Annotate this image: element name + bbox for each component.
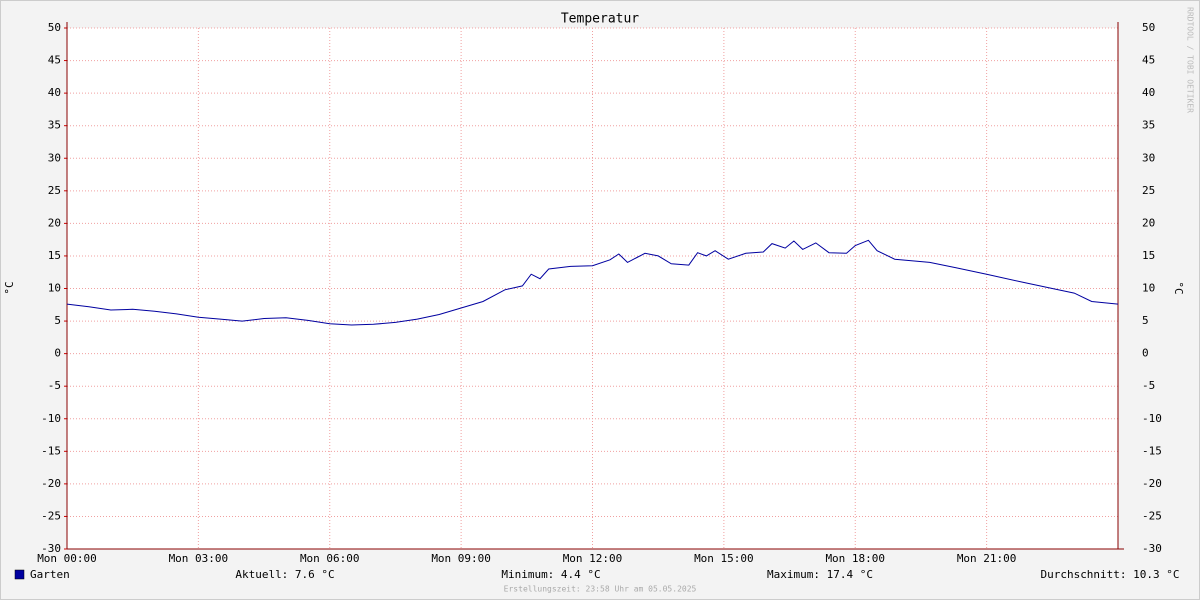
y-tick-label: 45 — [48, 54, 61, 67]
y2-tick-label: 0 — [1142, 347, 1149, 360]
line — [66, 239, 1119, 326]
y2-tick-label: -5 — [1142, 379, 1155, 392]
y2-tick-label: 5 — [1142, 314, 1149, 327]
y-tick-label: -20 — [41, 477, 61, 490]
stat: Minimum: 4.4 °C — [501, 568, 600, 581]
y2-tick-label: -10 — [1142, 412, 1162, 425]
stat: Maximum: 17.4 °C — [767, 568, 873, 581]
y2-tick-label: -25 — [1142, 509, 1162, 522]
y2-tick-label: 15 — [1142, 249, 1155, 262]
grid — [64, 22, 1124, 550]
y-tick-label: -5 — [48, 379, 61, 392]
y-tick-label: -15 — [41, 444, 61, 457]
x-tick-label: Mon 00:00 — [37, 552, 97, 565]
y2-tick-label: 10 — [1142, 282, 1155, 295]
y-tick-label: -30 — [41, 542, 61, 555]
x-tick-label: Mon 06:00 — [300, 552, 360, 565]
y2-axis-label: °C — [1172, 281, 1185, 294]
footer: Erstellungszeit: 23:58 Uhr am 05.05.2025 — [504, 585, 697, 594]
y-tick-label: -10 — [41, 412, 61, 425]
x-tick-label: Mon 18:00 — [825, 552, 885, 565]
y-tick-label: 50 — [48, 21, 61, 34]
y2-tick-label: 25 — [1142, 184, 1155, 197]
y-tick-label: 30 — [48, 151, 61, 164]
x-tick-label: Mon 15:00 — [694, 552, 754, 565]
x-tick-label: Mon 03:00 — [169, 552, 229, 565]
y-tick-label: 10 — [48, 282, 61, 295]
marks — [66, 239, 1119, 326]
x-tick-label: Mon 12:00 — [563, 552, 623, 565]
y2-tick-label: 40 — [1142, 86, 1155, 99]
legend-swatch — [14, 569, 25, 580]
y2-tick-label: 50 — [1142, 21, 1155, 34]
legend-label: Garten — [30, 568, 70, 581]
watermark: RRDTOOL / TOBI OETIKER — [1186, 7, 1195, 113]
y2-tick-label: -20 — [1142, 477, 1162, 490]
y2-tick-label: -15 — [1142, 444, 1162, 457]
y-tick-label: 5 — [54, 314, 61, 327]
y-axis-label: °C — [3, 281, 16, 294]
y2-tick-label: 30 — [1142, 151, 1155, 164]
y-tick-label: 20 — [48, 216, 61, 229]
y2-tick-label: -30 — [1142, 542, 1162, 555]
y2-tick-label: 35 — [1142, 119, 1155, 132]
chart-title: Temperatur — [561, 12, 639, 27]
y2-tick-label: 20 — [1142, 216, 1155, 229]
x-tick-label: Mon 21:00 — [957, 552, 1017, 565]
y2-tick-label: 45 — [1142, 54, 1155, 67]
y-tick-label: 25 — [48, 184, 61, 197]
y-tick-label: -25 — [41, 509, 61, 522]
stat: Durchschnitt: 10.3 °C — [1040, 568, 1179, 581]
x-tick-label: Mon 09:00 — [431, 552, 491, 565]
y-tick-label: 35 — [48, 119, 61, 132]
y-tick-label: 0 — [54, 347, 61, 360]
y-tick-label: 15 — [48, 249, 61, 262]
stat: Aktuell: 7.6 °C — [235, 568, 334, 581]
y-tick-label: 40 — [48, 86, 61, 99]
